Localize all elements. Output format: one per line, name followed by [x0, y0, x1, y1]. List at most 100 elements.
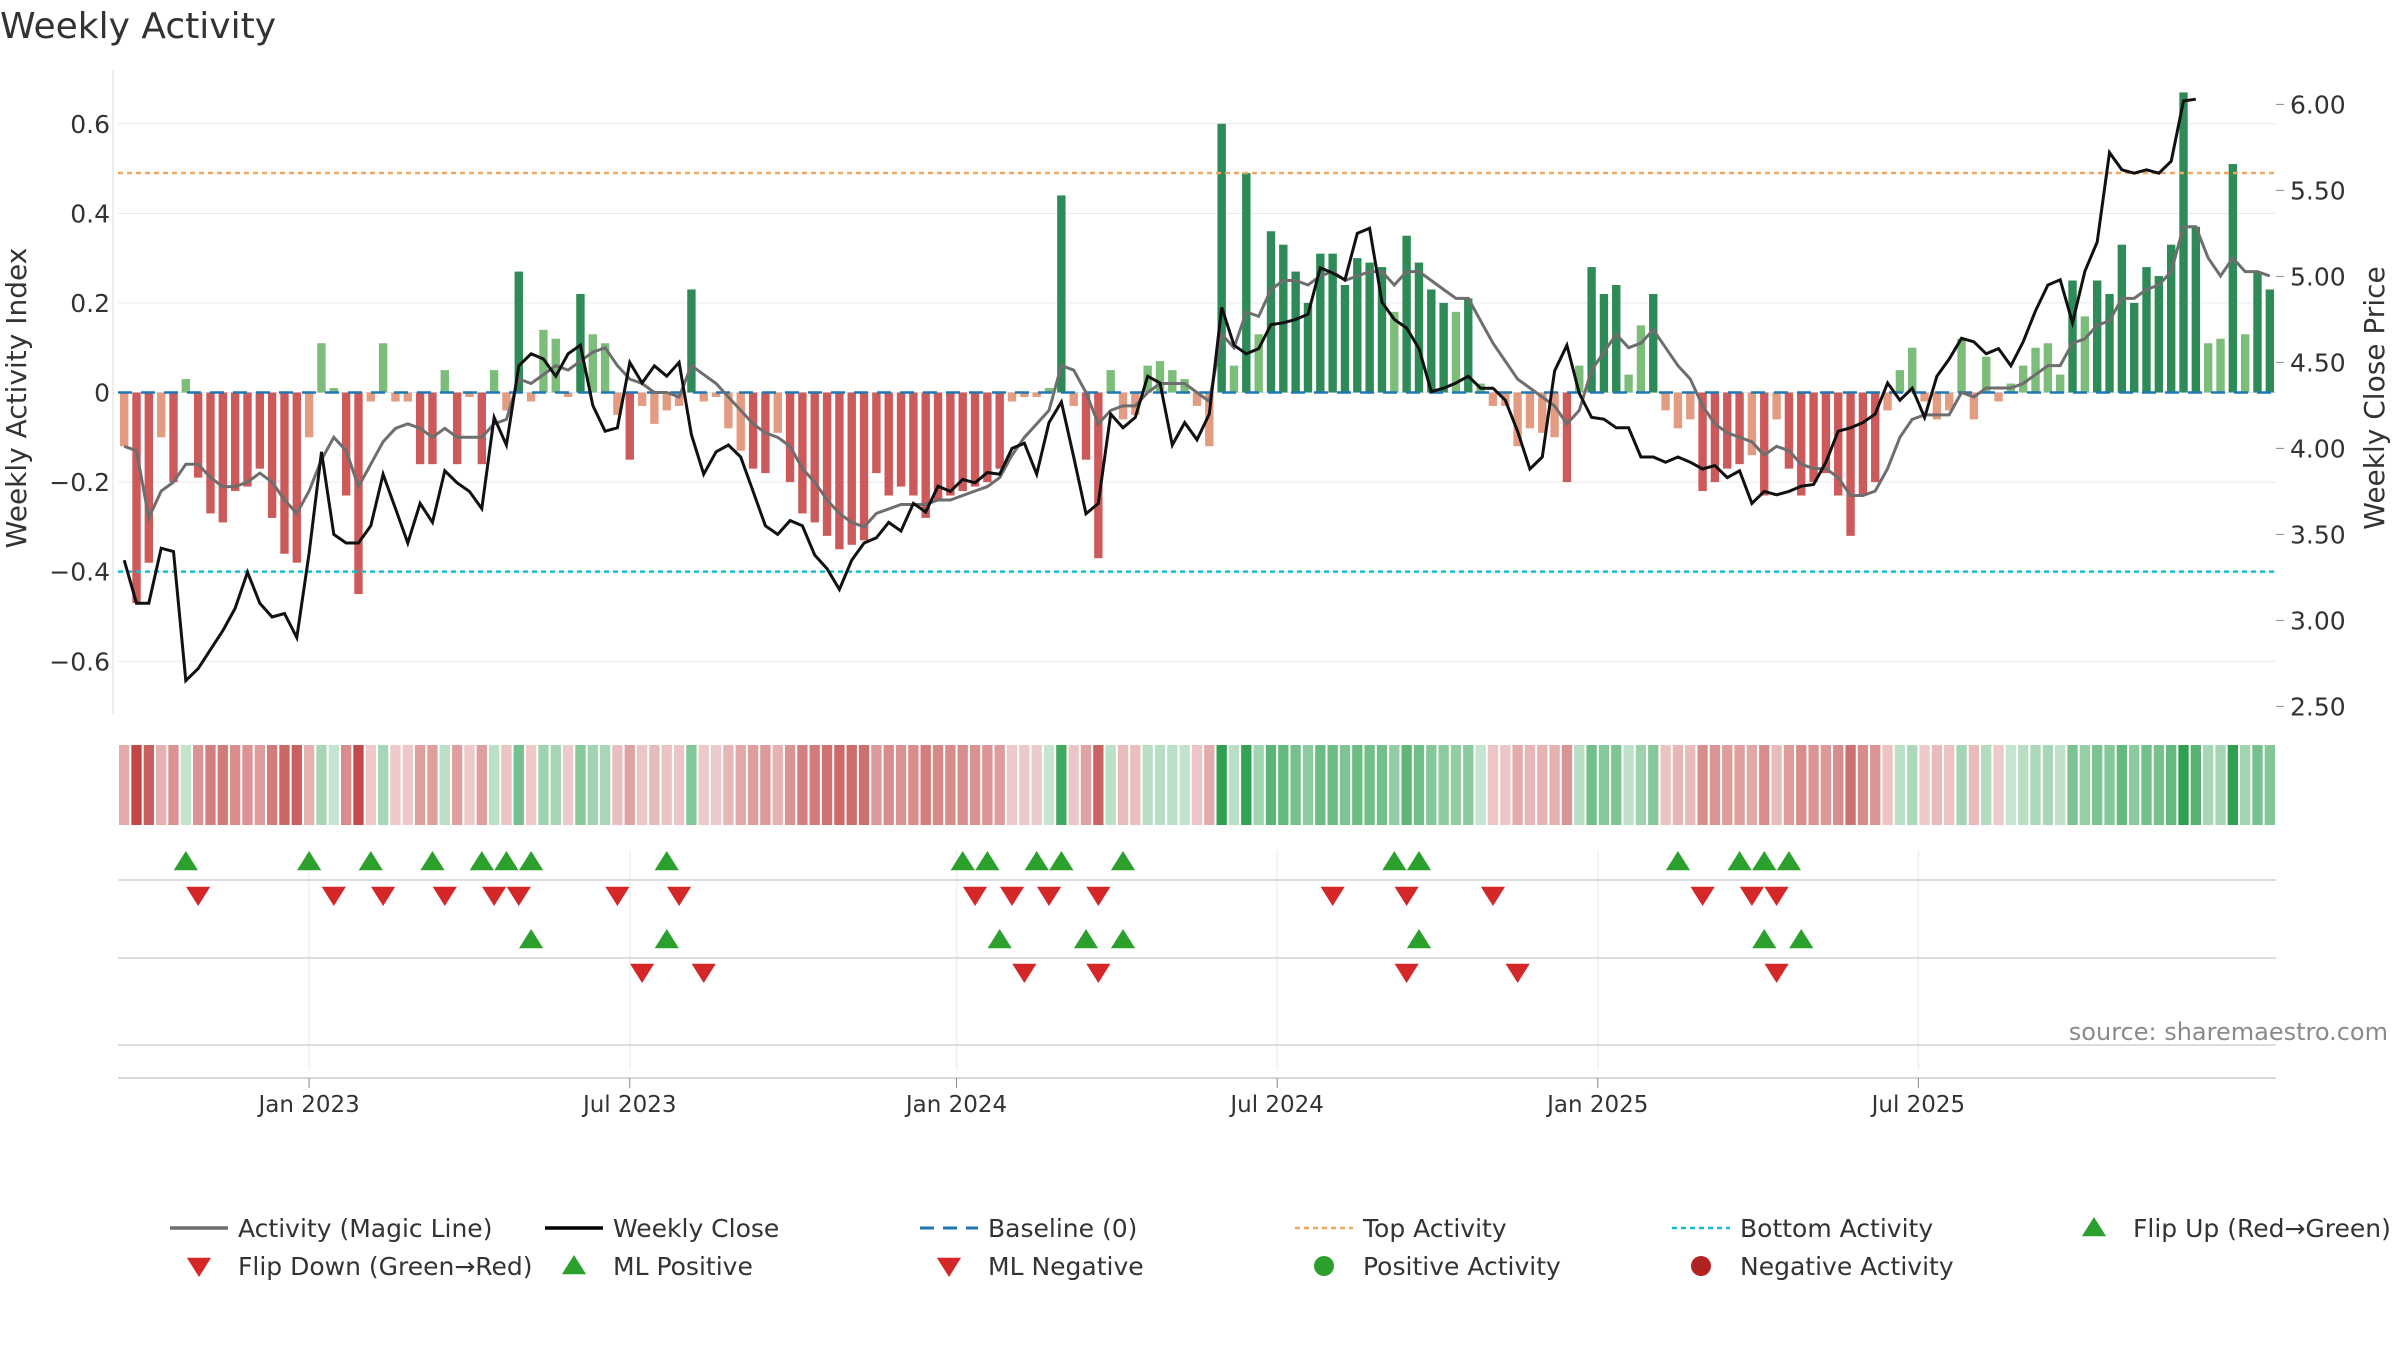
activity-bar	[1217, 123, 1226, 393]
y-axis-right-label: Weekly Close Price	[2358, 266, 2391, 529]
activity-bar	[267, 392, 277, 518]
activity-bar	[1858, 392, 1868, 496]
activity-bar	[1932, 392, 1942, 420]
heat-cell	[1709, 745, 1721, 825]
activity-bar	[736, 392, 745, 451]
heat-cell	[969, 745, 981, 825]
legend-swatch-circle	[1691, 1256, 1711, 1276]
activity-bar	[329, 388, 338, 393]
legend-swatch-triangle	[2081, 1217, 2107, 1237]
heat-cell	[871, 745, 882, 825]
right-tick-label: 4.00	[2290, 434, 2346, 463]
heat-cell	[2067, 745, 2078, 825]
x-tick-label: Jul 2023	[581, 1092, 677, 1118]
activity-bar	[1883, 392, 1892, 411]
activity-bar	[1710, 392, 1720, 483]
activity-bar	[588, 334, 597, 393]
activity-bar	[2068, 280, 2077, 393]
activity-bar	[1279, 244, 1288, 393]
heat-cell	[1833, 745, 1844, 825]
activity-bar	[428, 392, 437, 465]
flip-down-marker	[1739, 886, 1765, 906]
heat-cell	[760, 745, 771, 825]
activity-bar	[1316, 253, 1325, 393]
activity-bar	[995, 392, 1004, 469]
heat-cell	[1759, 745, 1770, 825]
heat-cell	[340, 745, 352, 825]
x-tick-label: Jul 2024	[1228, 1092, 1324, 1118]
activity-bar	[1624, 374, 1633, 393]
heat-cell	[723, 745, 734, 825]
activity-bar	[1464, 298, 1473, 393]
activity-bar	[1402, 235, 1411, 393]
heat-cell	[1315, 745, 1326, 825]
flip-down-marker	[1394, 886, 1419, 906]
activity-bar	[711, 392, 721, 397]
heat-cell	[1512, 745, 1523, 825]
activity-bar	[2080, 316, 2090, 393]
heat-cell	[710, 745, 722, 825]
heat-cell	[1882, 745, 1893, 825]
activity-bar	[2154, 276, 2164, 393]
heat-cell	[1500, 745, 1511, 825]
flip-down-marker	[506, 886, 531, 906]
activity-bar	[1661, 392, 1670, 411]
left-tick-label: 0	[94, 379, 110, 408]
heat-cell	[1722, 745, 1733, 825]
legend-label: Negative Activity	[1740, 1252, 1954, 1281]
heat-cell	[1302, 745, 1314, 825]
activity-bar	[218, 392, 228, 523]
heat-cell	[1919, 745, 1930, 825]
activity-bar	[1007, 392, 1017, 402]
activity-bar	[859, 392, 869, 541]
activity-bar	[785, 392, 795, 483]
activity-bar	[933, 392, 943, 500]
heat-cell	[488, 745, 500, 825]
flip-down-marker	[1036, 886, 1062, 906]
legend-label: Bottom Activity	[1740, 1214, 1933, 1243]
heat-cell	[303, 745, 315, 825]
activity-bar	[1723, 392, 1732, 469]
activity-bar	[1094, 392, 1103, 559]
heat-cell	[513, 745, 524, 825]
activity-bar	[884, 392, 893, 496]
activity-bar	[625, 392, 634, 460]
activity-bar	[206, 392, 215, 514]
heat-cell	[562, 745, 574, 825]
flip-up-marker	[1752, 851, 1777, 871]
magic-line	[123, 225, 2271, 529]
activity-bars	[119, 92, 2275, 604]
activity-bar	[1488, 392, 1498, 406]
heat-cell	[1031, 745, 1042, 825]
heat-cell	[1635, 745, 1647, 825]
activity-bar	[2019, 365, 2028, 393]
flip-up-marker	[975, 851, 1000, 871]
heat-cell	[2178, 745, 2189, 825]
flip-up-marker	[469, 851, 494, 871]
activity-bar	[1772, 392, 1781, 420]
activity-bar	[613, 392, 622, 415]
heat-cell	[1105, 745, 1116, 825]
heat-cell	[982, 745, 993, 825]
reference-lines	[118, 171, 2276, 573]
heat-cell	[229, 745, 241, 825]
heat-cell	[180, 745, 191, 825]
activity-bar	[1513, 392, 1522, 447]
activity-bar	[600, 343, 610, 393]
activity-bar	[1328, 253, 1337, 393]
activity-bar	[1451, 311, 1461, 393]
heat-cell	[1586, 745, 1597, 825]
heat-cell	[538, 745, 549, 825]
activity-bar	[1895, 370, 1905, 393]
heat-cell	[673, 745, 685, 825]
activity-bar	[2191, 226, 2201, 393]
heat-cell	[1426, 745, 1437, 825]
activity-bar	[2129, 302, 2139, 393]
activity-bar	[144, 392, 154, 563]
heat-cell	[1981, 745, 1992, 825]
flip-down-marker	[1320, 886, 1345, 906]
flip-up-marker	[1110, 851, 1136, 871]
left-tick-label: −0.2	[49, 468, 110, 497]
heat-cell	[599, 745, 611, 825]
heat-cell	[390, 745, 401, 825]
